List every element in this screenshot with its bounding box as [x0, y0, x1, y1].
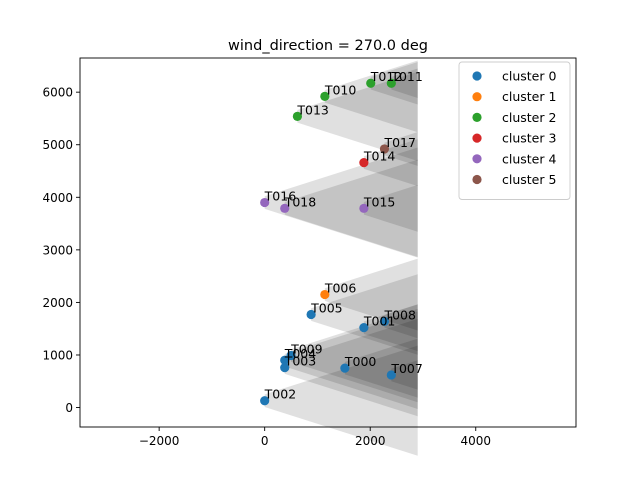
- legend-label: cluster 5: [502, 172, 556, 187]
- turbine-point[interactable]: [359, 323, 369, 333]
- plot-frame: [79, 57, 577, 428]
- x-tick-label: 2000: [355, 434, 386, 448]
- turbine-point[interactable]: [260, 396, 270, 406]
- wake-region: [311, 274, 418, 355]
- wake-region-group: [264, 60, 418, 456]
- turbine-label: T012: [370, 69, 403, 84]
- turbine-point[interactable]: [379, 316, 390, 326]
- turbine-point[interactable]: [340, 363, 350, 373]
- wake-region: [391, 68, 418, 98]
- turbine-point[interactable]: [386, 370, 396, 380]
- turbine-point[interactable]: [280, 355, 290, 365]
- turbine-label: T013: [296, 102, 329, 117]
- y-tick-label: 3000: [42, 243, 73, 257]
- legend[interactable]: cluster 0 cluster 1 cluster 2 cluster 3 clus…: [458, 61, 571, 200]
- turbine-label: T018: [284, 194, 317, 209]
- y-tick-label: 6000: [42, 86, 73, 100]
- turbine-point[interactable]: [320, 289, 330, 300]
- legend-label: cluster 0: [502, 69, 556, 84]
- legend-label: cluster 2: [502, 110, 556, 125]
- turbine-point[interactable]: [280, 203, 290, 213]
- wake-region: [363, 184, 418, 232]
- y-axis-ticks: 0 1000 2000 3000 4000 5000 6000: [42, 86, 80, 415]
- turbine-label: T007: [390, 361, 423, 376]
- legend-marker: [472, 174, 482, 185]
- turbine-label: T005: [310, 301, 343, 316]
- wake-region: [324, 258, 418, 331]
- turbine-point[interactable]: [359, 203, 369, 213]
- turbine-point[interactable]: [306, 309, 316, 320]
- chart-title: wind_direction = 270.0 deg: [228, 38, 428, 54]
- turbine-label: T015: [363, 194, 396, 209]
- legend-label: cluster 1: [502, 89, 556, 104]
- wake-region: [291, 308, 418, 403]
- legend-marker: [472, 154, 482, 164]
- turbine-label: T001: [363, 314, 396, 329]
- wake-region: [284, 318, 418, 417]
- turbine-label: T011: [390, 69, 423, 84]
- y-tick-label: 0: [65, 401, 73, 415]
- wake-region: [284, 311, 418, 409]
- turbine-label: T010: [324, 82, 357, 97]
- legend-marker: [472, 92, 482, 102]
- turbine-point[interactable]: [292, 111, 302, 121]
- turbine-label: T004: [284, 346, 317, 361]
- turbine-point[interactable]: [359, 158, 369, 168]
- wake-region: [363, 304, 418, 352]
- legend-label: cluster 4: [502, 151, 556, 166]
- turbine-points-group: [260, 78, 396, 406]
- legend-box: [458, 61, 571, 200]
- x-tick-label: −2000: [139, 434, 180, 448]
- wake-region: [384, 304, 418, 339]
- turbine-label: T008: [383, 307, 416, 322]
- turbine-point[interactable]: [260, 197, 270, 208]
- turbine-label: T014: [363, 149, 396, 164]
- y-tick-label: 1000: [42, 348, 73, 362]
- x-axis-ticks: −2000 0 2000 4000: [139, 427, 491, 448]
- wake-region: [363, 139, 418, 187]
- y-tick-label: 2000: [42, 296, 73, 310]
- wake-region: [297, 71, 418, 162]
- wake-region: [344, 338, 418, 398]
- turbine-label: T000: [344, 354, 377, 369]
- turbine-point[interactable]: [379, 144, 390, 154]
- turbine-label: T003: [284, 354, 317, 369]
- turbine-point[interactable]: [366, 78, 376, 88]
- wake-region: [324, 60, 418, 133]
- x-tick-label: 4000: [460, 434, 491, 448]
- turbine-point[interactable]: [320, 91, 330, 101]
- legend-marker: [472, 133, 482, 143]
- turbine-label: T016: [264, 189, 297, 204]
- wake-region: [384, 132, 418, 166]
- wake-region: [264, 147, 418, 258]
- turbine-point[interactable]: [286, 350, 296, 361]
- turbine-label: T002: [264, 387, 297, 402]
- turbine-label: T009: [290, 342, 323, 357]
- turbine-point[interactable]: [280, 363, 290, 373]
- y-tick-label: 4000: [42, 191, 73, 205]
- wake-region: [284, 159, 418, 258]
- wake-region: [391, 360, 418, 390]
- legend-label: cluster 3: [502, 131, 556, 146]
- legend-marker: [472, 71, 482, 81]
- wake-region: [264, 345, 418, 456]
- turbine-label: T006: [324, 281, 357, 296]
- y-tick-label: 5000: [42, 138, 73, 152]
- legend-marker: [472, 112, 482, 122]
- turbine-point[interactable]: [386, 78, 396, 88]
- x-tick-label: 0: [261, 434, 269, 448]
- turbine-label: T017: [383, 135, 416, 150]
